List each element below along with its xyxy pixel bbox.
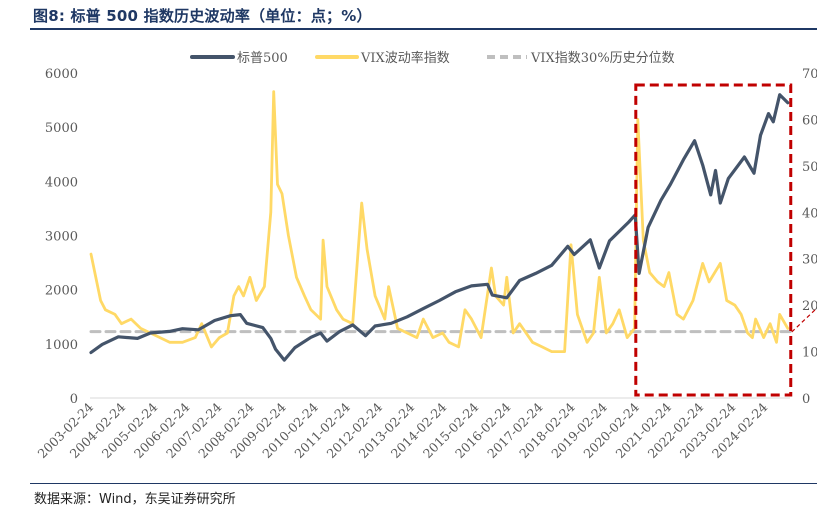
left-tick-label: 3000: [45, 230, 78, 245]
sp500-line: [89, 93, 790, 362]
right-axis-ticks: 0 10 20 30 40 50 60 70: [802, 67, 817, 407]
right-tick-label: 70: [802, 67, 817, 82]
left-tick-label: 4000: [45, 175, 78, 190]
legend-label-vix: VIX波动率指数: [360, 50, 450, 66]
right-tick-label: 50: [802, 160, 817, 175]
left-tick-label: 5000: [45, 121, 78, 136]
right-tick-label: 60: [802, 113, 817, 128]
right-tick-label: 10: [802, 346, 817, 361]
title-rule: [30, 28, 817, 30]
right-tick-label: 30: [802, 253, 817, 268]
left-tick-label: 1000: [45, 338, 78, 353]
right-tick-label: 0: [802, 392, 810, 407]
left-tick-label: 6000: [45, 67, 78, 82]
legend-label-vix30: VIX指数30%历史分位数: [530, 51, 675, 66]
legend-label-sp500: 标普500: [237, 51, 288, 66]
right-tick-label: 40: [802, 206, 817, 221]
left-tick-label: 0: [70, 392, 78, 407]
chart: 标普500 VIX波动率指数 VIX指数30%历史分位数 0 1000 2000 30…: [35, 50, 817, 461]
left-axis-ticks: 0 1000 2000 3000 4000 5000 6000: [45, 67, 78, 407]
source-note: 数据来源：Wind，东吴证券研究所: [34, 492, 236, 507]
vix-line: [89, 90, 790, 353]
figure-header: 图8: 标普 500 指数历史波动率（单位：点；%）: [0, 0, 817, 30]
legend: 标普500 VIX波动率指数 VIX指数30%历史分位数: [190, 50, 675, 66]
right-tick-label: 20: [802, 299, 817, 314]
source-rule: [30, 483, 817, 484]
figure-title: 图8: 标普 500 指数历史波动率（单位：点；%）: [33, 7, 372, 25]
left-tick-label: 2000: [45, 284, 78, 299]
series-layer: [89, 90, 792, 362]
x-axis-ticks: 2003-02-242004-02-242005-02-242006-02-24…: [35, 399, 771, 461]
highlight-box: [634, 83, 793, 397]
highlight-pointer: [791, 307, 817, 333]
